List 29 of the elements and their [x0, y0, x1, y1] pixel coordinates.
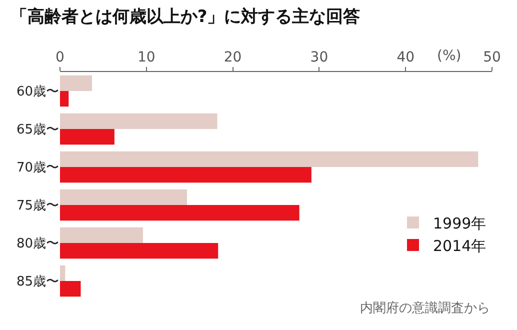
- bar: [60, 205, 300, 221]
- x-tick-label: 50: [483, 49, 501, 66]
- bar: [60, 129, 114, 145]
- bar: [60, 227, 143, 243]
- bar: [60, 75, 92, 91]
- bar: [60, 167, 312, 183]
- y-tick-label: 85歳〜: [16, 274, 59, 290]
- x-tick-label: 30: [310, 49, 328, 66]
- bar: [60, 265, 66, 281]
- annotation: 内閣府の意識調査から: [360, 300, 490, 316]
- y-tick-label: 80歳〜: [16, 236, 59, 252]
- y-tick-label: 65歳〜: [16, 122, 59, 138]
- chart-title: 「高齢者とは何歳以上か?」に対する主な回答: [10, 6, 360, 27]
- legend-label: 2014年: [433, 236, 486, 255]
- bar: [60, 91, 69, 107]
- x-tick-label: 0: [56, 49, 64, 66]
- x-tick-label: 40: [396, 49, 415, 66]
- y-tick-label: 70歳〜: [16, 160, 59, 176]
- bar: [60, 151, 478, 167]
- bar: [60, 243, 218, 259]
- bar: [60, 113, 218, 129]
- legend-label: 1999年: [433, 214, 486, 232]
- y-tick-label: 60歳〜: [16, 84, 59, 100]
- bar: [60, 189, 188, 205]
- x-tick-label: 20: [224, 49, 242, 66]
- x-axis-title: (%): [437, 48, 462, 64]
- bar: [60, 281, 81, 297]
- y-tick-label: 75歳〜: [16, 198, 59, 214]
- x-tick-label: 10: [137, 49, 156, 66]
